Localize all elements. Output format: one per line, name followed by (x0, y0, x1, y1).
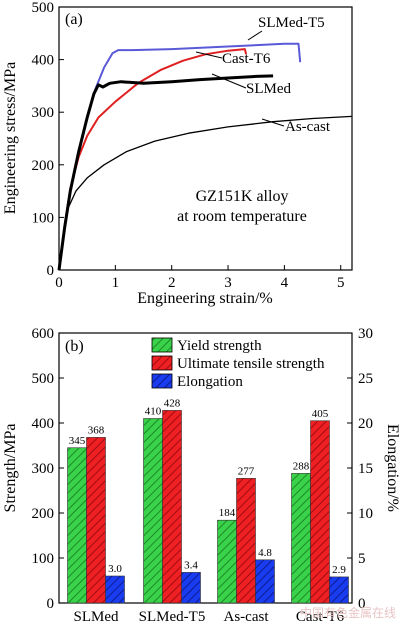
bar-value-label: 405 (312, 408, 329, 420)
curve-slmed (57, 74, 274, 271)
panel-a-y-tick-label: 100 (32, 210, 55, 226)
legend-label-uts: Ultimate tensile strength (177, 356, 325, 372)
bar-slmed-ultimate-tensile-strength (86, 437, 106, 604)
bar-value-label: 184 (219, 507, 236, 519)
panel-b-y2-tick-label: 20 (358, 416, 373, 432)
curve-label-as-cast-leader (261, 118, 285, 127)
bar-as-cast-yield-strength (217, 519, 237, 604)
panel-a-y-tick-label: 400 (32, 53, 55, 69)
panel-a-x-tick-label: 1 (112, 275, 120, 291)
bar-slmed-elongation (105, 575, 125, 604)
bar-slmed-t5-elongation (181, 572, 201, 604)
panel-a-y-tick-label: 500 (32, 0, 55, 16)
alloy-annotation-line-2: at room temperature (177, 208, 307, 225)
panel-b-y-tick-label: 0 (47, 596, 55, 612)
bar-value-label: 368 (88, 424, 105, 436)
property-bar-panel: (b) 0 100 200 300 400 500 600 0 5 10 15 20 25 30 345… (2, 326, 400, 621)
legend-label-elongation: Elongation (177, 374, 243, 390)
category-label-slmed: SLMed (74, 609, 120, 621)
bar-slmed-yield-strength (67, 447, 87, 604)
panel-b-y-tick-label: 200 (32, 506, 55, 522)
category-label-cast-t6: Cast-T6 (296, 609, 345, 621)
panel-b-y2-tick-label: 30 (358, 326, 373, 342)
curve-label-cast-t6-leader (195, 51, 223, 59)
legend-label-yield: Yield strength (177, 338, 262, 354)
panel-b-y-tick-label: 300 (32, 461, 55, 477)
bar-cast-t6-ultimate-tensile-strength (310, 420, 330, 604)
bar-value-label: 4.8 (258, 547, 272, 559)
bar-slmed-t5-yield-strength (143, 418, 163, 604)
watermark: 中国有色金属在线 (300, 605, 396, 620)
panel-b-y2-tick-label: 25 (358, 371, 373, 387)
panel-a-y-tick-label: 200 (32, 158, 55, 174)
panel-b-y-tick-label: 500 (32, 371, 55, 387)
panel-b-y2-axis-title: Elongation/% (384, 424, 400, 512)
panel-a-y-axis-title: Engineering stress/MPa (2, 62, 19, 214)
stress-strain-panel: (a) 0 1 2 3 4 5 0 100 200 300 400 500 Engineering … (2, 0, 353, 307)
bar-as-cast-elongation (255, 559, 275, 604)
panel-a-x-tick-label: 0 (55, 275, 63, 291)
alloy-annotation-line-1: GZ151K alloy (196, 188, 289, 205)
legend: Yield strength Ultimate tensile strength… (151, 337, 325, 390)
panel-a-label: (a) (65, 11, 83, 28)
panel-a-x-tick-label: 4 (281, 275, 289, 291)
panel-b-y2-tick-label: 15 (358, 461, 373, 477)
panel-b-y-tick-label: 100 (32, 551, 55, 567)
bar-slmed-t5-ultimate-tensile-strength (162, 410, 182, 604)
bar-cast-t6-yield-strength (291, 473, 311, 604)
panel-a-frame (58, 6, 353, 271)
panel-b-y2-tick-label: 0 (358, 596, 366, 612)
panel-a-x-tick-label: 3 (224, 275, 232, 291)
bar-value-label: 2.9 (332, 564, 346, 576)
panel-a-x-tick-label: 2 (168, 275, 176, 291)
legend-swatch-uts (151, 355, 173, 371)
bar-value-label: 277 (238, 465, 255, 477)
bar-value-label: 428 (164, 397, 181, 409)
bar-cast-t6-elongation (329, 576, 349, 604)
panel-b-y-tick-label: 600 (32, 326, 55, 342)
bar-value-label: 288 (293, 460, 310, 472)
panel-b-label: (b) (65, 338, 84, 355)
bar-value-label: 3.0 (108, 563, 122, 575)
panel-a-y-tick-label: 300 (32, 105, 55, 121)
curve-as-cast (58, 115, 353, 271)
bar-as-cast-ultimate-tensile-strength (236, 478, 256, 604)
bar-value-label: 410 (145, 406, 162, 418)
curve-label-slmed-leader (211, 73, 247, 89)
curve-label-cast-t6: Cast-T6 (222, 51, 271, 67)
curve-label-slmed: SLMed (246, 81, 292, 97)
curve-slmed-t5 (58, 42, 302, 271)
panel-b-y-axis-title: Strength/MPa (2, 424, 19, 513)
legend-swatch-yield (151, 337, 173, 353)
panel-b-y2-tick-label: 5 (358, 551, 366, 567)
legend-swatch-elongation (151, 373, 173, 389)
category-label-slmed-t5: SLMed-T5 (139, 609, 206, 621)
panel-b-y-tick-label: 400 (32, 416, 55, 432)
bar-value-label: 3.4 (184, 559, 198, 571)
panel-a-y-tick-label: 0 (47, 263, 55, 279)
curve-label-slmed-t5: SLMed-T5 (258, 15, 325, 31)
curve-label-slmed-t5-leader (247, 30, 263, 41)
panel-a-x-axis-title: Engineering strain/% (137, 290, 273, 307)
bar-value-label: 345 (69, 435, 86, 447)
panel-b-y2-tick-label: 10 (358, 506, 373, 522)
category-label-as-cast: As-cast (224, 609, 270, 621)
curve-label-as-cast: As-cast (285, 119, 331, 135)
panel-a-x-tick-label: 5 (337, 275, 345, 291)
